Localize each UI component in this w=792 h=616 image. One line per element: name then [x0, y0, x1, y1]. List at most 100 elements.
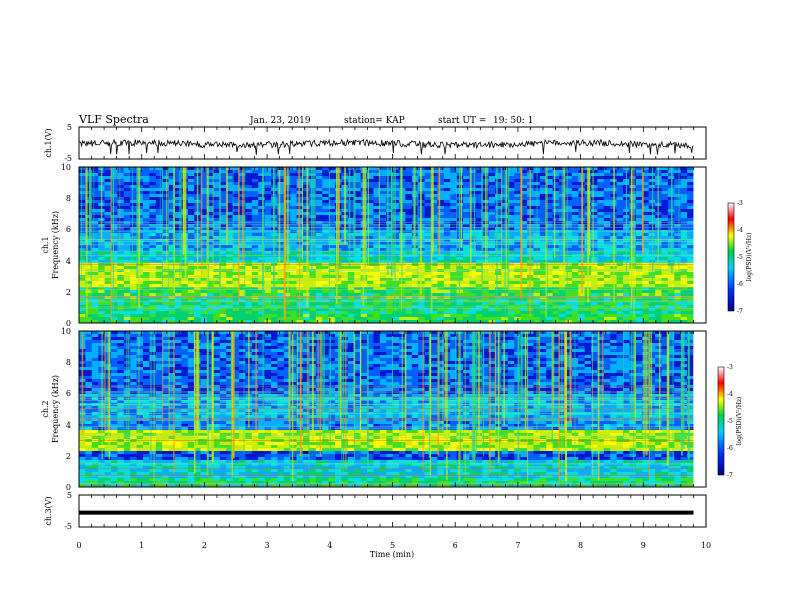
spectrogram-cell	[354, 317, 362, 321]
spectrogram-cell	[322, 191, 330, 195]
spectrogram-cell	[155, 224, 163, 228]
spectrogram-cell	[495, 248, 503, 252]
spectrogram-cell	[443, 239, 451, 243]
spectrogram-cell	[207, 194, 215, 198]
spectrogram-cell	[520, 200, 528, 204]
spectrogram-cell	[546, 206, 554, 210]
spectrogram-cell	[290, 236, 298, 240]
spectrogram-cell	[463, 182, 471, 186]
spectrogram-cell	[437, 167, 445, 171]
spectrogram-cell	[207, 179, 215, 183]
spectrogram-cell	[149, 317, 157, 321]
spectrogram-cell	[456, 227, 464, 231]
spectrogram-cell	[232, 182, 240, 186]
spectrogram-cell	[85, 230, 93, 234]
spectrogram-cell	[674, 251, 682, 255]
spectrogram-cell	[347, 290, 355, 294]
spectrogram-cell	[245, 194, 253, 198]
spectrogram-cell	[360, 293, 368, 297]
spectrogram-cell	[367, 176, 375, 180]
spectrogram-cell	[264, 311, 272, 315]
spectrogram-cell	[571, 206, 579, 210]
spectrogram-cell	[175, 215, 183, 219]
spectrogram-cell	[655, 302, 663, 306]
spectrogram-cell	[123, 272, 131, 276]
spectrogram-cell	[571, 251, 579, 255]
spectrogram-cell	[635, 167, 643, 171]
spectrogram-cell	[373, 293, 381, 297]
spectrogram-cell	[149, 290, 157, 294]
spectrogram-cell	[680, 260, 688, 264]
spectrogram-cell	[463, 230, 471, 234]
spectrogram-cell	[123, 320, 131, 323]
spectrogram-cell	[130, 191, 138, 195]
spectrogram-cell	[155, 242, 163, 246]
spectrogram-cell	[514, 281, 522, 285]
spectrogram-cell	[155, 179, 163, 183]
spectrogram-cell	[175, 281, 183, 285]
spectrogram-cell	[546, 317, 554, 321]
spectrogram-cell	[616, 245, 624, 249]
spectrogram-cell	[239, 308, 247, 312]
spectrogram-cell	[162, 194, 170, 198]
spectrogram-cell	[85, 176, 93, 180]
spectrogram-cell	[91, 167, 99, 171]
spectrogram-cell	[213, 302, 221, 306]
spectrogram-cell	[309, 260, 317, 264]
spectrogram-cell	[98, 239, 106, 243]
spectrogram-cell	[91, 236, 99, 240]
spectrogram-cell	[431, 311, 439, 315]
spectrogram-cell	[123, 290, 131, 294]
spectrogram-cell	[603, 206, 611, 210]
spectrogram-cell	[552, 293, 560, 297]
spectrogram-cell	[309, 191, 317, 195]
spectrogram-cell	[290, 167, 298, 171]
spectrogram-cell	[264, 314, 272, 318]
spectrogram-cell	[411, 308, 419, 312]
spectrogram-cell	[642, 173, 650, 177]
spectrogram-cell	[149, 218, 157, 222]
spectrogram-cell	[629, 221, 637, 225]
spectrogram-cell	[431, 278, 439, 282]
spectrogram-cell	[687, 221, 695, 225]
spectrogram-cell	[207, 311, 215, 315]
spectrogram-cell	[239, 281, 247, 285]
spectrogram-cell	[495, 239, 503, 243]
spectrogram-cell	[271, 206, 279, 210]
spectrogram-cell	[251, 257, 259, 261]
spectrogram-cell	[450, 188, 458, 192]
spectrogram-cell	[130, 197, 138, 201]
spectrogram-cell	[571, 215, 579, 219]
spectrogram-cell	[661, 293, 669, 297]
spectrogram-cell	[245, 185, 253, 189]
spectrogram-cell	[405, 188, 413, 192]
spectrogram-cell	[200, 290, 208, 294]
spectrogram-cell	[130, 221, 138, 225]
spectrogram-cell	[591, 203, 599, 207]
spectrogram-cell	[373, 233, 381, 237]
spectrogram-cell	[149, 200, 157, 204]
spectrogram-cell	[482, 293, 490, 297]
spectrogram-cell	[578, 314, 586, 318]
spectrogram-cell	[392, 242, 400, 246]
spectrogram-cell	[386, 167, 394, 171]
spectrogram-cell	[200, 308, 208, 312]
spectrogram-cell	[520, 290, 528, 294]
spectrogram-cell	[488, 188, 496, 192]
spectrogram-cell	[373, 170, 381, 174]
spectrogram-cell	[559, 290, 567, 294]
spectrogram-cell	[450, 173, 458, 177]
spectrogram-cell	[642, 251, 650, 255]
spectrogram-cell	[475, 278, 483, 282]
spectrogram-cell	[418, 302, 426, 306]
spectrogram-cell	[149, 230, 157, 234]
spectrogram-cell	[85, 311, 93, 315]
spectrogram-cell	[354, 176, 362, 180]
spectrogram-cell	[207, 197, 215, 201]
spectrogram-cell	[130, 188, 138, 192]
spectrogram-cell	[258, 173, 266, 177]
spectrogram-cell	[475, 212, 483, 216]
spectrogram-cell	[623, 320, 631, 323]
spectrogram-cell	[79, 281, 86, 285]
spectrogram-cell	[437, 311, 445, 315]
